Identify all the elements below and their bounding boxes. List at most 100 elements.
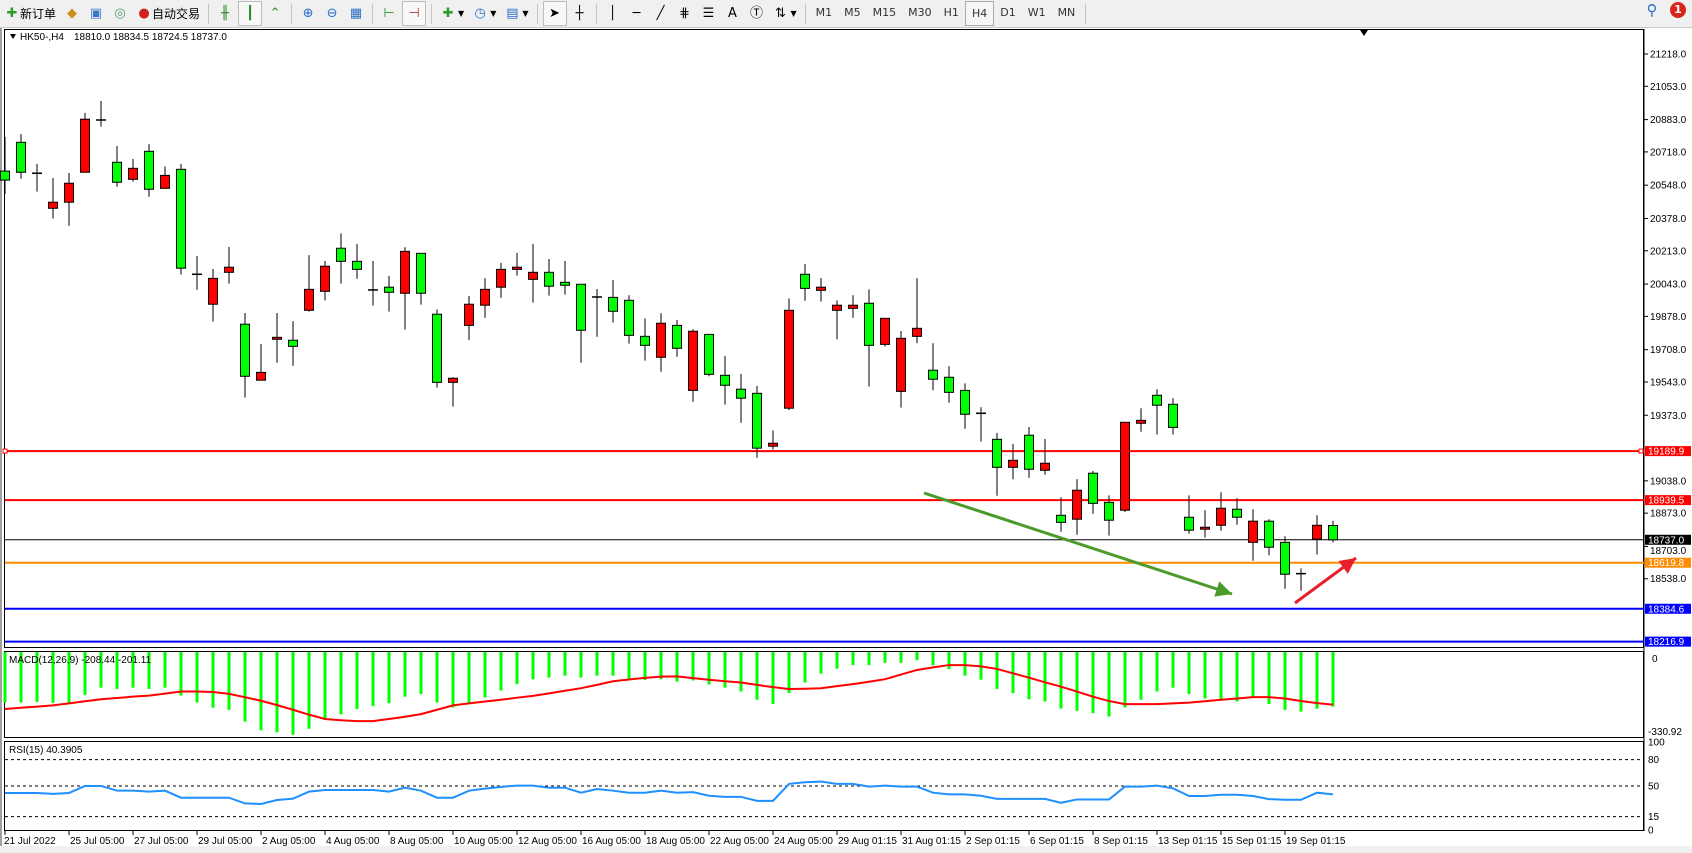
arrows-button[interactable]: ⇅ ▼ [770,2,800,25]
fibonacci-button[interactable]: ☰ [698,2,720,25]
timeframe-w1[interactable]: W1 [1027,6,1046,19]
candle-body [0,170,10,181]
price-tick-label: 19878.0 [1650,312,1687,323]
horizontal-line-button[interactable]: ─ [626,2,648,25]
macd-histogram-bar [1059,652,1063,709]
macd-histogram-bar [1203,652,1207,699]
macd-histogram-bar [307,652,311,729]
channel-icon: ⋕ [679,5,690,21]
signal-icon: ◎ [114,5,126,21]
candle [480,278,490,318]
candle-body [1200,526,1210,530]
candle-body [352,260,362,270]
text-tool-button[interactable]: A [722,2,744,25]
price-tick-label: 21053.0 [1650,82,1687,93]
candle-body [304,288,314,311]
chevron-down-icon: ▼ [790,9,797,18]
template-icon: ▤ [506,5,519,21]
macd-histogram-bar [995,652,999,689]
candle [752,385,762,458]
rsi-axis-label: 100 [1648,738,1665,749]
candle [1168,398,1178,435]
macd-histogram-bar [259,652,263,731]
candle [576,283,586,363]
macd-histogram-bar [131,652,135,688]
macd-histogram-bar [659,652,663,680]
price-tick-label: 18538.0 [1650,574,1687,585]
candle [160,166,170,189]
price-tick-label: 18873.0 [1650,509,1687,520]
zoom-out-button[interactable]: ⊖ [321,2,343,25]
candle [560,260,570,295]
timeframe-m15[interactable]: M15 [872,6,897,19]
toolbar-divider [291,3,293,24]
tile-windows-button[interactable]: ▦ [345,2,367,25]
candle [432,309,442,388]
market-watch-button[interactable]: ◆ [61,2,83,25]
macd-histogram-bar [499,652,503,691]
chart-shift-marker[interactable] [1360,30,1368,36]
time-label: 6 Sep 01:15 [1030,836,1084,847]
zoom-out-icon: ⊖ [326,5,338,21]
crosshair-tool-button[interactable]: ┼ [569,2,591,25]
macd-indicator [3,652,1335,735]
candle-body [880,317,890,345]
navigator-button[interactable]: ▣ [85,2,107,25]
macd-histogram-bar [115,652,119,689]
new-order-button[interactable]: ✚ 新订单 [1,2,59,25]
level-tag-label: 18384.6 [1648,604,1685,615]
drawn-arrows [923,491,1357,605]
candle [1056,497,1066,532]
candle-body [160,174,170,189]
candle [304,255,314,312]
macd-histogram-bar [707,652,711,685]
macd-histogram-bar [323,652,327,720]
macd-histogram-bar [403,652,407,697]
candlestick-chart-button[interactable]: ┃ [238,1,263,26]
macd-histogram-bar [195,652,199,703]
auto-trading-button[interactable]: ● 自动交易 [133,2,203,25]
line-chart-button[interactable]: ⌃ [264,2,286,25]
timeframe-h4[interactable]: H4 [964,1,995,26]
chart-shift-button[interactable]: ⊣ [402,1,427,26]
equidistant-channel-button[interactable]: ⋕ [674,2,696,25]
price-tick-label: 18703.0 [1650,546,1687,557]
notification-badge[interactable]: 1 [1670,2,1686,18]
timeframe-m5[interactable]: M5 [844,6,861,19]
vertical-line-button[interactable]: │ [602,2,624,25]
timeframe-d1[interactable]: D1 [1000,6,1016,19]
rsi-axis-label: 50 [1648,781,1660,792]
zoom-in-button[interactable]: ⊕ [297,2,319,25]
candle-body [912,327,922,337]
candle-body [64,182,74,203]
rsi-line [5,780,1334,806]
candle [1328,520,1338,543]
templates-button[interactable]: ▤ ▼ [501,2,531,25]
timeframe-m1[interactable]: M1 [815,6,833,19]
candle [1280,536,1290,589]
cursor-tool-button[interactable]: ➤ [542,1,567,26]
bar-chart-button[interactable]: ╫ [214,2,236,25]
trendline-button[interactable]: ╱ [650,2,672,25]
text-label-button[interactable]: Ⓣ [746,2,768,25]
timeframe-h1[interactable]: H1 [943,6,959,19]
candles [0,100,1338,591]
macd-histogram-bar [83,652,87,695]
timeframe-m30[interactable]: M30 [908,6,932,19]
macd-histogram-bar [355,652,359,709]
indicators-button[interactable]: ✚ ▼ [437,2,467,25]
chevron-down-icon: ▼ [490,9,497,18]
rsi-axis-label: 80 [1648,755,1660,766]
search-icon[interactable]: ⚲ [1646,1,1658,19]
periods-button[interactable]: ◷ ▼ [469,2,499,25]
timeframe-mn[interactable]: MN [1057,6,1076,19]
macd-histogram-bar [1091,652,1095,714]
candle-body [1248,520,1258,543]
candle [512,252,522,276]
toolbar-divider [1085,3,1087,24]
signals-button[interactable]: ◎ [109,2,131,25]
auto-scroll-button[interactable]: ⊢ [378,2,400,25]
symbol-dropdown-icon[interactable] [10,34,16,39]
candle [592,288,602,337]
